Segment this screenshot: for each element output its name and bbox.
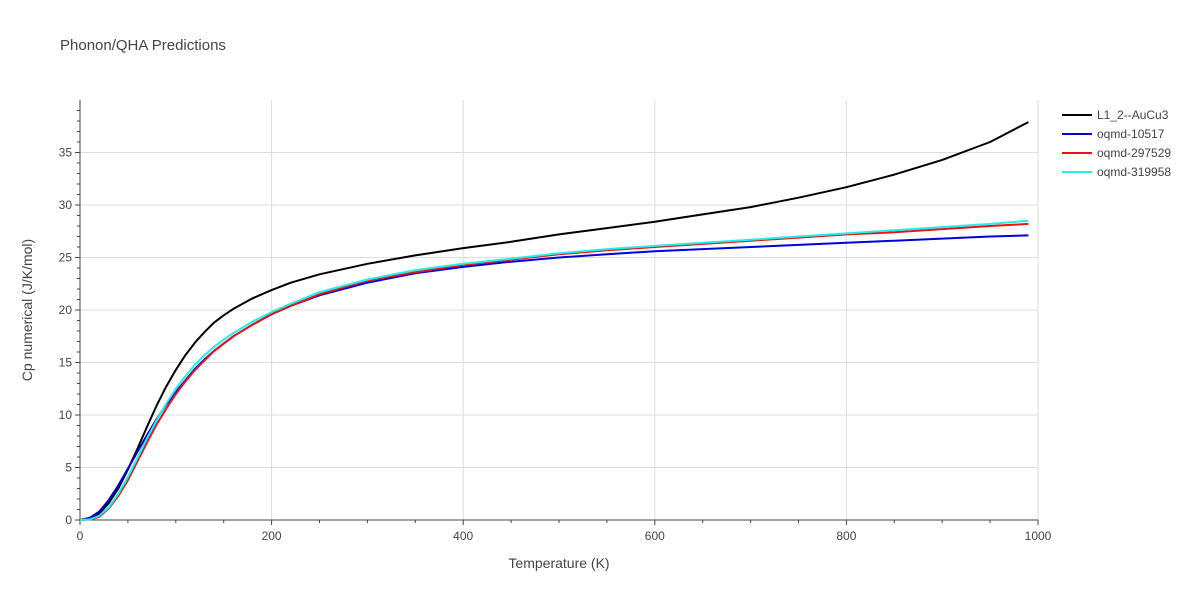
- x-tick-label: 0: [77, 529, 84, 543]
- legend-label[interactable]: oqmd-297529: [1097, 146, 1171, 160]
- x-axis-title: Temperature (K): [508, 555, 609, 571]
- y-axis-title: Cp numerical (J/K/mol): [19, 239, 35, 381]
- axes: 0 200 400 600 800 1000 0 5 10 15 20 25 30 35: [59, 100, 1052, 543]
- y-tick-label: 5: [65, 461, 72, 475]
- y-tick-label: 25: [59, 251, 73, 265]
- y-tick-label: 30: [59, 198, 73, 212]
- y-tick-label: 20: [59, 303, 73, 317]
- x-tick-label: 400: [453, 529, 473, 543]
- x-tick-label: 600: [645, 529, 665, 543]
- y-tick-label: 10: [59, 408, 73, 422]
- series-line: [79, 222, 1029, 521]
- grid-lines: [80, 100, 1039, 520]
- series-line: [79, 121, 1029, 521]
- series-line: [79, 234, 1029, 521]
- series-line: [79, 219, 1029, 521]
- legend-label[interactable]: L1_2--AuCu3: [1097, 108, 1169, 122]
- y-tick-label: 35: [59, 146, 73, 160]
- chart-title: Phonon/QHA Predictions: [60, 37, 226, 54]
- y-tick-label: 0: [65, 513, 72, 527]
- x-tick-label: 200: [262, 529, 282, 543]
- series-lines: [79, 121, 1029, 521]
- legend-label[interactable]: oqmd-319958: [1097, 165, 1171, 179]
- y-tick-label: 15: [59, 356, 73, 370]
- x-tick-label: 800: [836, 529, 856, 543]
- x-tick-label: 1000: [1025, 529, 1052, 543]
- legend-label[interactable]: oqmd-10517: [1097, 127, 1165, 141]
- legend: L1_2--AuCu3 oqmd-10517 oqmd-297529 oqmd-319…: [1062, 108, 1171, 179]
